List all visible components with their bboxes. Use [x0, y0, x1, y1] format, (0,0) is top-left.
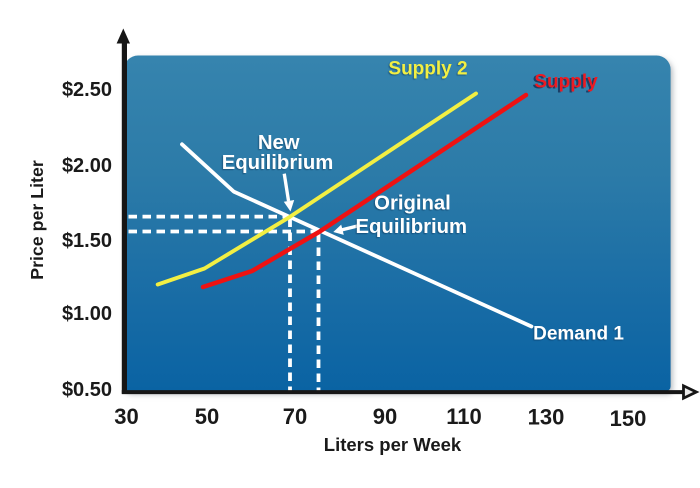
svg-text:$0.50: $0.50 [62, 379, 112, 401]
svg-text:Supply: Supply [534, 71, 598, 92]
svg-text:110: 110 [446, 404, 482, 429]
svg-text:90: 90 [373, 404, 397, 429]
svg-text:Original: Original [374, 193, 451, 215]
svg-text:Equilibrium: Equilibrium [222, 152, 334, 174]
svg-text:Price per Liter: Price per Liter [27, 160, 47, 280]
svg-text:New: New [258, 132, 300, 154]
svg-text:50: 50 [195, 404, 219, 429]
svg-text:$2.00: $2.00 [62, 155, 112, 177]
svg-text:30: 30 [114, 404, 138, 429]
svg-text:$1.50: $1.50 [62, 230, 112, 252]
svg-text:Supply 2: Supply 2 [388, 59, 467, 80]
svg-text:$1.00: $1.00 [62, 303, 112, 325]
svg-text:130: 130 [528, 405, 565, 430]
svg-text:Demand 1: Demand 1 [533, 324, 624, 345]
svg-text:Liters per Week: Liters per Week [324, 434, 462, 455]
svg-text:70: 70 [283, 404, 307, 429]
svg-text:150: 150 [610, 406, 647, 431]
svg-text:Equilibrium: Equilibrium [356, 216, 468, 238]
svg-text:$2.50: $2.50 [62, 79, 112, 101]
